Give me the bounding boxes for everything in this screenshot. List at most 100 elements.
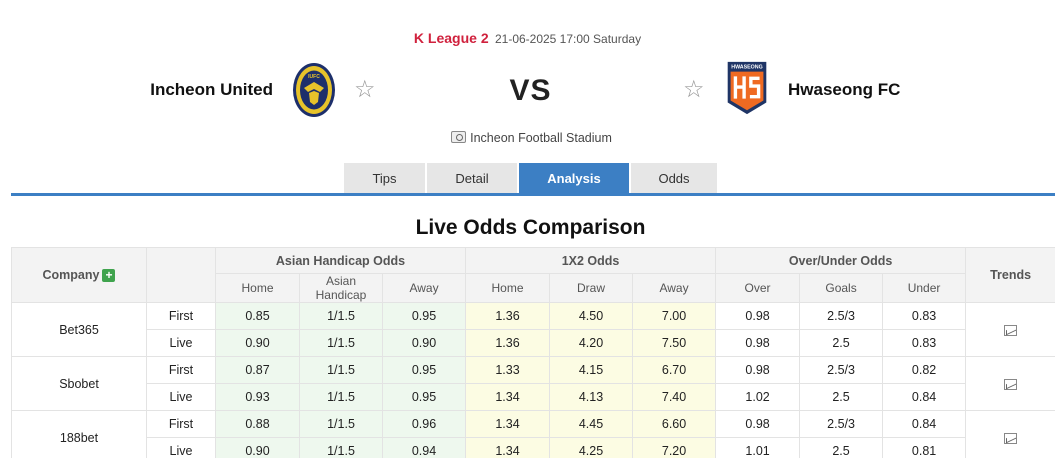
trend-chart-icon[interactable]	[1004, 432, 1018, 444]
ou-over-header: Over	[715, 273, 801, 303]
x12-home-odds: 1.34	[465, 437, 551, 458]
table-row: Live 0.93 1/1.5 0.95 1.34 4.13 7.40 1.02…	[12, 383, 1055, 411]
away-logo-text: HWASEONG	[731, 65, 763, 71]
away-team-name[interactable]: Hwaseong FC	[788, 80, 901, 99]
ah-home-odds: 0.90	[215, 329, 300, 357]
ou-under-odds: 0.81	[882, 437, 967, 458]
x12-home-odds: 1.34	[465, 410, 551, 438]
ou-over-odds: 0.98	[715, 356, 801, 384]
stage-header	[146, 247, 216, 303]
ah-away-odds: 0.90	[381, 329, 467, 357]
stadium-icon	[451, 131, 467, 143]
x12-home-header: Home	[465, 273, 551, 303]
company-header: Company +	[11, 247, 147, 303]
venue-name: Incheon Football Stadium	[470, 131, 612, 145]
table-row: 188bet First 0.88 1/1.5 0.96 1.34 4.45 6…	[11, 410, 1055, 458]
ah-handicap-value: 1/1.5	[299, 329, 383, 357]
x12-away-odds: 7.50	[632, 329, 717, 357]
stage-label: Live	[146, 437, 216, 458]
ah-away-odds: 0.96	[381, 410, 467, 438]
ou-goals-value: 2.5/3	[799, 302, 884, 330]
ah-home-odds: 0.90	[215, 437, 300, 458]
ou-goals-value: 2.5	[799, 383, 884, 411]
x12-draw-header: Draw	[549, 273, 634, 303]
league-name[interactable]: K League 2	[413, 30, 489, 46]
tab-detail[interactable]: Detail	[427, 163, 517, 194]
x12-home-odds: 1.36	[465, 329, 551, 357]
ou-goals-header: Goals	[799, 273, 884, 303]
x12-home-odds: 1.34	[465, 383, 551, 411]
ah-away-odds: 0.95	[381, 383, 467, 411]
over-under-group-header: Over/Under Odds	[715, 247, 967, 274]
ah-home-odds: 0.88	[215, 410, 300, 438]
ah-away-odds: 0.95	[381, 356, 467, 384]
x12-away-header: Away	[632, 273, 717, 303]
odds-comparison-table: Company + Asian Handicap Odds 1X2 Odds Ov…	[11, 247, 1055, 458]
x12-draw-odds: 4.45	[549, 410, 634, 438]
x12-away-odds: 6.60	[632, 410, 717, 438]
x12-away-odds: 6.70	[632, 356, 717, 384]
trend-cell	[965, 410, 1055, 458]
ou-under-odds: 0.82	[882, 356, 967, 384]
company-header-label: Company	[42, 268, 100, 282]
stage-label: First	[146, 410, 216, 438]
asian-handicap-group-header: Asian Handicap Odds	[214, 247, 467, 274]
match-datetime: 21-06-2025 17:00 Saturday	[494, 32, 642, 46]
away-favorite-star-icon[interactable]: ☆	[683, 76, 705, 103]
company-name[interactable]: 188bet	[11, 410, 147, 458]
ou-under-odds: 0.84	[882, 410, 967, 438]
table-row: Live 0.90 1/1.5 0.90 1.36 4.20 7.50 0.98…	[12, 329, 1055, 357]
tab-odds[interactable]: Odds	[631, 163, 717, 194]
vs-label: VS	[509, 74, 552, 107]
tab-analysis[interactable]: Analysis	[519, 163, 629, 194]
ah-handicap-value: 1/1.5	[299, 437, 383, 458]
section-title: Live Odds Comparison	[415, 216, 646, 239]
company-name[interactable]: Sbobet	[11, 356, 147, 411]
ah-home-odds: 0.87	[215, 356, 300, 384]
stage-label: First	[146, 302, 216, 330]
home-favorite-star-icon[interactable]: ☆	[354, 76, 376, 103]
ou-goals-value: 2.5/3	[799, 410, 884, 438]
stage-label: First	[146, 356, 216, 384]
ou-goals-value: 2.5	[799, 329, 884, 357]
trend-chart-icon[interactable]	[1004, 378, 1018, 390]
trends-header: Trends	[965, 247, 1055, 303]
company-name[interactable]: Bet365	[11, 302, 147, 357]
home-team-name[interactable]: Incheon United	[150, 80, 273, 99]
trend-cell	[965, 302, 1055, 357]
ah-home-header: Home	[215, 273, 300, 303]
match-header: K League 2 21-06-2025 17:00 Saturday Inc…	[0, 0, 1055, 196]
trend-chart-icon[interactable]	[1004, 324, 1018, 336]
ah-handicap-value: 1/1.5	[299, 356, 383, 384]
add-company-plus-icon[interactable]: +	[102, 269, 116, 282]
ou-over-odds: 0.98	[715, 329, 801, 357]
stage-label: Live	[146, 329, 216, 357]
home-team-logo[interactable]: IUFC	[292, 62, 336, 118]
ou-under-odds: 0.83	[882, 302, 967, 330]
table-row: Sbobet First 0.87 1/1.5 0.95 1.33 4.15 6…	[11, 356, 1055, 411]
x12-group-header: 1X2 Odds	[465, 247, 717, 274]
trend-cell	[965, 356, 1055, 411]
ah-away-header: Away	[381, 273, 467, 303]
ou-under-odds: 0.84	[882, 383, 967, 411]
ah-home-odds: 0.93	[215, 383, 300, 411]
tab-tips[interactable]: Tips	[344, 163, 425, 194]
x12-draw-odds: 4.20	[549, 329, 634, 357]
x12-draw-odds: 4.25	[549, 437, 634, 458]
x12-away-odds: 7.40	[632, 383, 717, 411]
venue: Incheon Football Stadium	[0, 131, 1055, 145]
home-logo-text: IUFC	[308, 74, 320, 80]
table-row: Live 0.90 1/1.5 0.94 1.34 4.25 7.20 1.01…	[12, 437, 1055, 458]
ou-under-header: Under	[882, 273, 967, 303]
x12-draw-odds: 4.50	[549, 302, 634, 330]
x12-draw-odds: 4.13	[549, 383, 634, 411]
stage-label: Live	[146, 383, 216, 411]
x12-home-odds: 1.33	[465, 356, 551, 384]
away-team-logo[interactable]: HWASEONG	[725, 60, 769, 116]
ou-over-odds: 1.02	[715, 383, 801, 411]
ah-handicap-header: Asian Handicap	[299, 273, 383, 303]
x12-away-odds: 7.20	[632, 437, 717, 458]
table-row: Bet365 First 0.85 1/1.5 0.95 1.36 4.50 7…	[11, 302, 1055, 357]
ou-over-odds: 1.01	[715, 437, 801, 458]
ah-handicap-value: 1/1.5	[299, 383, 383, 411]
